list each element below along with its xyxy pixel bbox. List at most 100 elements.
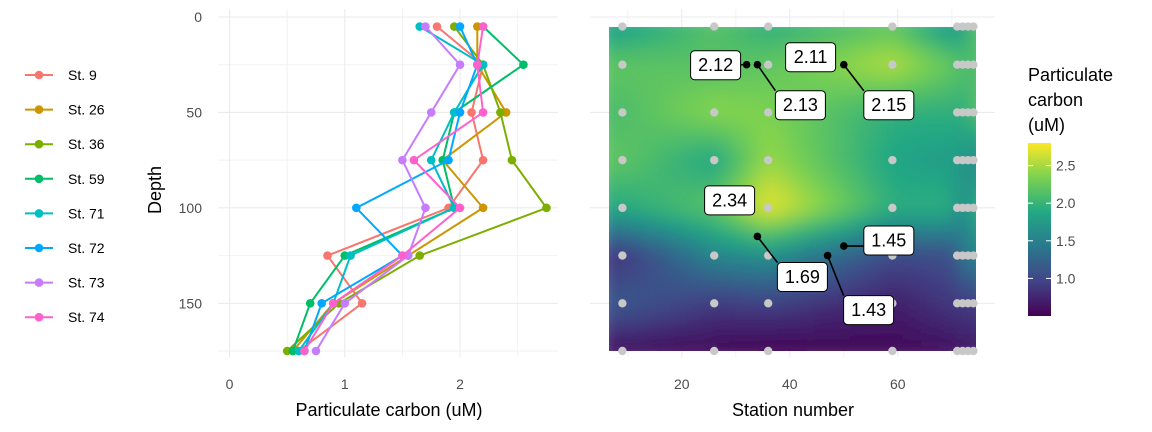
heatmap-cell xyxy=(981,345,988,352)
annotation-leader xyxy=(826,255,845,296)
heatmap-cell xyxy=(909,333,916,340)
heatmap-cell xyxy=(825,207,832,214)
heatmap-cell xyxy=(915,45,922,52)
heatmap-cell xyxy=(807,153,814,160)
heatmap-cell xyxy=(753,321,760,328)
heatmap-cell xyxy=(681,171,688,178)
heatmap-cell xyxy=(639,177,646,184)
heatmap-cell xyxy=(699,279,706,286)
heatmap-cell xyxy=(753,249,760,256)
heatmap-cell xyxy=(627,111,634,118)
heatmap-cell xyxy=(891,57,898,64)
heatmap-cell xyxy=(945,69,952,76)
heatmap-cell xyxy=(867,267,874,274)
heatmap-cell xyxy=(807,27,814,28)
heatmap-cell xyxy=(801,255,808,262)
heatmap-cell xyxy=(927,99,934,106)
heatmap-cell xyxy=(951,69,958,76)
heatmap-cell xyxy=(729,105,736,112)
heatmap-cell xyxy=(609,171,610,178)
heatmap-cell xyxy=(723,33,730,40)
heatmap-cell xyxy=(897,201,904,208)
heatmap-cell xyxy=(891,81,898,88)
heatmap-cell xyxy=(915,303,922,310)
heatmap-cell xyxy=(963,189,970,196)
heatmap-cell xyxy=(933,345,940,351)
heatmap-cell xyxy=(759,27,766,34)
heatmap-cell xyxy=(873,261,880,268)
heatmap-cell xyxy=(711,177,718,184)
heatmap-cell xyxy=(687,285,694,292)
heatmap-cell xyxy=(879,207,886,214)
heatmap-cell xyxy=(873,357,880,364)
heatmap-cell xyxy=(921,63,928,70)
heatmap-cell xyxy=(819,195,826,202)
heatmap-cell xyxy=(711,123,718,130)
heatmap-cell xyxy=(867,129,874,136)
heatmap-cell xyxy=(879,177,886,184)
heatmap-cell xyxy=(927,255,934,262)
heatmap-cell xyxy=(909,189,916,196)
heatmap-cell xyxy=(927,39,934,46)
heatmap-cell xyxy=(681,225,688,232)
heatmap-cell xyxy=(627,339,634,346)
heatmap-cell xyxy=(597,69,604,76)
heatmap-cell xyxy=(945,93,952,100)
heatmap-cell xyxy=(849,63,856,70)
heatmap-cell xyxy=(705,273,712,280)
heatmap-cell xyxy=(615,69,622,76)
heatmap-cell xyxy=(705,357,712,364)
heatmap-cell xyxy=(771,123,778,130)
heatmap-cell xyxy=(819,309,826,316)
heatmap-cell xyxy=(615,321,622,328)
heatmap-cell xyxy=(921,153,928,160)
annotation-point xyxy=(840,60,848,69)
heatmap-cell xyxy=(729,303,736,310)
heatmap-cell xyxy=(747,309,754,316)
heatmap-cell xyxy=(645,111,652,118)
heatmap-cell xyxy=(627,33,634,40)
heatmap-cell xyxy=(945,357,952,364)
heatmap-cell xyxy=(849,225,856,232)
heatmap-cell xyxy=(909,159,916,166)
heatmap-cell xyxy=(909,69,916,76)
heatmap-cell xyxy=(921,39,928,46)
heatmap-cell xyxy=(897,129,904,136)
heatmap-cell xyxy=(831,39,838,46)
heatmap-cell xyxy=(633,27,640,28)
heatmap-cell xyxy=(609,63,616,70)
heatmap-cell xyxy=(747,111,754,118)
heatmap-cell xyxy=(987,237,994,244)
heatmap-cell xyxy=(711,237,718,244)
heatmap-cell xyxy=(621,225,628,232)
heatmap-cell xyxy=(657,357,664,364)
heatmap-cell xyxy=(609,57,616,64)
heatmap-cell xyxy=(735,225,742,232)
heatmap-cell xyxy=(717,87,724,94)
heatmap-cell xyxy=(783,315,790,322)
heatmap-cell xyxy=(705,267,712,274)
heatmap-cell xyxy=(765,279,772,286)
heatmap-cell xyxy=(879,327,886,334)
heatmap-cell xyxy=(867,339,874,346)
heatmap-cell xyxy=(879,51,886,58)
heatmap-cell xyxy=(843,189,850,196)
heatmap-cell xyxy=(975,231,976,238)
series-line xyxy=(298,25,485,352)
heatmap-cell xyxy=(957,45,964,52)
heatmap-cell xyxy=(963,339,970,346)
heatmap-cell xyxy=(897,255,904,262)
heatmap-cell xyxy=(777,129,784,136)
heatmap-cell xyxy=(657,171,664,178)
heatmap-cell xyxy=(915,63,922,70)
heatmap-cell xyxy=(885,45,892,52)
heatmap-cell xyxy=(687,111,694,118)
heatmap-cell xyxy=(933,51,940,58)
heatmap-cell xyxy=(633,357,640,364)
heatmap-cell xyxy=(957,333,964,340)
heatmap-cell xyxy=(927,309,934,316)
heatmap-cell xyxy=(651,213,658,220)
heatmap-cell xyxy=(771,147,778,154)
heatmap-cell xyxy=(849,195,856,202)
heatmap-cell xyxy=(693,135,700,142)
